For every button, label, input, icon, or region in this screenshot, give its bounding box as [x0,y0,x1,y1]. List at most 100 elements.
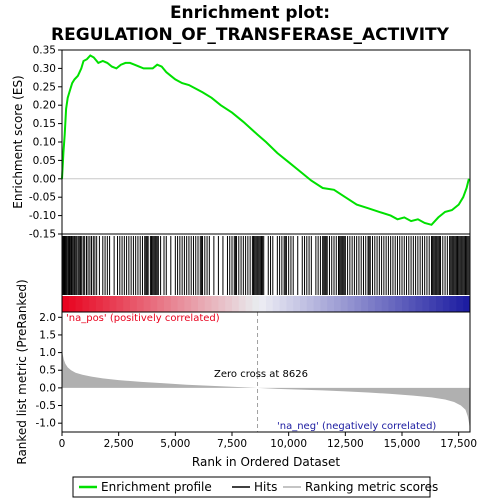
ranked-metric-panel: 'na_pos' (positively correlated) Zero cr… [15,279,477,469]
es-y-tick-label: -0.10 [29,210,56,222]
x-tick-label: 17,500 [440,438,477,450]
color-band-segment [252,296,260,312]
color-band-segment [150,296,158,312]
metric-y-tick-label: -0.5 [36,400,57,412]
color-band-segment [334,296,342,312]
color-band-segment [143,296,151,312]
color-band-segment [340,296,349,312]
x-tick-label: 2,500 [104,438,134,450]
color-band-segment [449,296,457,312]
color-band-segment [266,296,274,312]
chart-title-line1: Enrichment plot: [170,3,330,23]
color-band-segment [89,296,97,312]
color-band-segment [415,296,423,312]
color-band-segment [395,296,403,312]
legend-enrichment-label: Enrichment profile [101,480,212,494]
color-band-segment [82,296,90,312]
x-axis-label: Rank in Ordered Dataset [192,455,340,469]
ranking-metric-area [62,349,470,431]
color-band-segment [286,296,294,312]
color-band-segment [102,296,111,312]
metric-x-ticks: 0 2,500 5,000 7,500 10,000 12,500 15,000 17,500 [59,432,477,450]
color-band-segment [130,296,138,312]
color-band-segment [204,296,213,312]
x-tick-label: 15,000 [384,438,421,450]
es-y-axis-label: Enrichment score (ES) [11,75,25,208]
color-band-segment [456,296,464,312]
color-band-segment [157,296,165,312]
color-band-segment [123,296,131,312]
color-band-segment [225,296,233,312]
color-band-segment [68,296,77,312]
color-band-segment [279,296,287,312]
metric-y-tick-label: 0.5 [39,365,56,377]
color-band-segment [238,296,247,312]
es-y-tick-label: 0.00 [33,173,56,185]
color-band-segment [211,296,219,312]
color-band-segment [184,296,192,312]
color-band-segment [463,296,471,312]
es-y-tick-label: 0.05 [33,155,56,167]
hit-marks [61,236,470,295]
color-band-segment [245,296,253,312]
color-band-segment [408,296,417,312]
color-band-segment [442,296,451,312]
color-band-segment [361,296,369,312]
es-y-tick-label: 0.30 [33,63,56,75]
color-band-segment [136,296,145,312]
x-tick-label: 12,500 [327,438,364,450]
enrichment-profile-line [61,54,470,226]
x-tick-label: 10,000 [270,438,307,450]
x-tick-label: 0 [59,438,66,450]
color-band-segment [170,296,179,312]
metric-y-tick-label: 1.0 [39,347,56,359]
es-y-tick-label: 0.10 [33,137,56,149]
enrichment-panel: 0.35 0.30 0.25 0.20 0.15 0.10 0.05 0.00 -0.05 -0.… [11,45,471,241]
color-band-segment [96,296,104,312]
color-band-segment [306,296,315,312]
metric-y-ticks: 2.0 1.5 1.0 0.5 0.0 -0.5 -1.0 [36,312,62,430]
color-band-segment [164,296,172,312]
color-band-segment [402,296,410,312]
legend-hits-label: Hits [254,480,277,494]
color-band-segment [347,296,355,312]
color-band-segment [388,296,396,312]
color-band-segment [354,296,362,312]
color-band-segment [429,296,437,312]
color-band-segment [191,296,199,312]
es-y-tick-label: -0.05 [29,192,56,204]
color-band-segment [109,296,117,312]
color-band-segment [313,296,321,312]
es-y-tick-label: 0.25 [33,81,56,93]
color-band-segment [293,296,301,312]
zero-cross-label: Zero cross at 8626 [214,369,308,380]
x-tick-label: 7,500 [217,438,247,450]
hits-panel [61,233,471,313]
legend-ranking-label: Ranking metric scores [305,480,438,494]
metric-y-tick-label: 0.0 [39,382,56,394]
color-band-segment [259,296,267,312]
color-band-segment [374,296,383,312]
metric-y-tick-label: 1.5 [39,329,56,341]
color-band-segment [300,296,308,312]
es-y-ticks: 0.35 0.30 0.25 0.20 0.15 0.10 0.05 0.00 -0.05 -0.… [29,45,62,241]
color-band-segment [368,296,376,312]
color-band-segment [320,296,328,312]
color-band-segment [327,296,335,312]
legend: Enrichment profile Hits Ranking metric s… [72,476,438,498]
metric-y-tick-label: -1.0 [36,418,57,430]
color-band-segment [272,296,281,312]
metric-y-axis-label: Ranked list metric (PreRanked) [15,279,29,464]
color-band-segment [381,296,389,312]
color-band-segment [198,296,206,312]
color-band-segment [218,296,226,312]
chart-title-line2: REGULATION_OF_TRANSFERASE_ACTIVITY [51,25,450,45]
color-band-segment [116,296,124,312]
color-band-segment [436,296,444,312]
es-y-tick-label: 0.20 [33,100,56,112]
positive-correlated-label: 'na_pos' (positively correlated) [66,313,220,324]
x-tick-label: 5,000 [160,438,190,450]
negative-correlated-label: 'na_neg' (negatively correlated) [277,421,436,432]
color-band-segment [62,296,70,312]
